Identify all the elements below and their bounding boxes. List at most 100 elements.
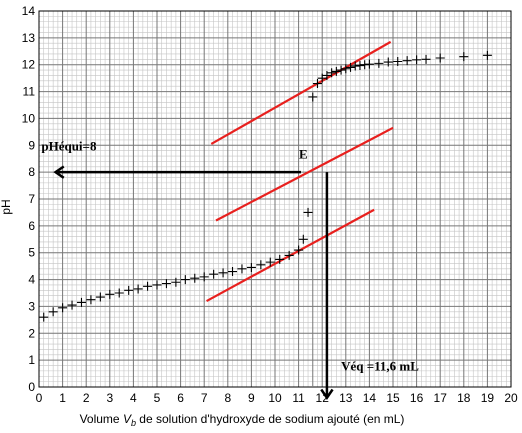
y-tick-label: 8 <box>28 165 35 179</box>
y-tick-label: 7 <box>28 192 35 206</box>
data-point <box>161 279 171 289</box>
y-tick-label: 6 <box>28 219 35 233</box>
data-point <box>312 79 322 89</box>
data-point <box>76 297 86 307</box>
x-tick-label: 11 <box>292 391 305 405</box>
x-tick-label: 13 <box>339 391 353 405</box>
x-axis-label-var: V <box>123 412 132 426</box>
x-tick-label: 17 <box>434 391 448 405</box>
data-point <box>209 269 219 279</box>
x-tick-label: 2 <box>83 391 90 405</box>
annotation-pheq: pHéqui=8 <box>41 138 97 153</box>
data-point <box>308 92 318 102</box>
data-point <box>58 303 68 313</box>
y-tick-label: 4 <box>28 273 35 287</box>
x-tick-label: 8 <box>224 391 231 405</box>
x-tick-label: 10 <box>268 391 282 405</box>
construction-arrows <box>53 165 334 400</box>
x-tick-label: 9 <box>248 391 255 405</box>
y-tick-label: 14 <box>22 4 36 18</box>
data-point <box>294 245 304 255</box>
data-point <box>39 312 49 322</box>
y-tick-label: 13 <box>22 31 36 45</box>
data-point <box>199 272 209 282</box>
x-tick-label: 4 <box>130 391 137 405</box>
data-point <box>317 73 327 83</box>
x-tick-label: 20 <box>504 391 518 405</box>
data-point <box>336 65 346 75</box>
data-point <box>190 273 200 283</box>
data-point <box>218 268 228 278</box>
y-tick-label: 2 <box>28 326 35 340</box>
x-tick-label: 1 <box>59 391 66 405</box>
data-point <box>48 307 58 317</box>
y-tick-label: 0 <box>28 380 35 394</box>
x-tick-label: 19 <box>481 391 495 405</box>
data-point <box>421 54 431 64</box>
data-point <box>346 62 356 72</box>
data-point <box>341 64 351 74</box>
y-tick-label: 9 <box>28 138 35 152</box>
data-point <box>67 300 77 310</box>
data-point <box>331 66 341 76</box>
tangent-line <box>210 40 392 145</box>
data-point <box>364 59 374 69</box>
data-point <box>412 55 422 65</box>
x-tick-label: 3 <box>106 391 113 405</box>
y-tick-label: 11 <box>23 85 36 99</box>
data-point <box>228 267 238 277</box>
x-tick-label: 15 <box>386 391 400 405</box>
x-axis-ticks: 0 1 2 3 4 5 6 7 8 9 10 11 12 13 14 15 16 17 18 19 20 <box>36 391 518 405</box>
x-tick-label: 7 <box>201 391 208 405</box>
x-axis-label-part-2: de solution d'hydroxyde de sodium ajouté… <box>136 412 404 426</box>
y-tick-label: 12 <box>22 58 36 72</box>
data-point <box>265 257 275 267</box>
data-point <box>246 262 256 272</box>
data-point <box>393 56 403 66</box>
data-point <box>105 289 115 299</box>
major-grid <box>38 10 512 388</box>
data-point <box>355 61 365 71</box>
data-point <box>237 264 247 274</box>
x-tick-label: 5 <box>154 391 161 405</box>
arrow-head <box>320 388 334 400</box>
arrow-head <box>53 165 65 179</box>
data-point <box>133 284 143 294</box>
x-tick-label: 0 <box>36 391 43 405</box>
data-point <box>482 50 492 60</box>
annotations: pHéqui=8 E Véq =11,6 mL <box>41 138 419 373</box>
y-tick-label: 5 <box>28 246 35 260</box>
tangent-line <box>215 126 394 222</box>
data-point <box>124 285 134 295</box>
x-axis-label-part-1: Volume <box>80 412 123 426</box>
data-point <box>284 250 294 260</box>
data-point <box>402 56 412 66</box>
data-point <box>152 280 162 290</box>
data-point <box>322 70 332 80</box>
x-tick-label: 16 <box>410 391 424 405</box>
x-axis-label-subscript: b <box>131 418 136 428</box>
plot-frame <box>38 10 512 388</box>
data-point <box>327 68 337 78</box>
data-point <box>180 275 190 285</box>
x-tick-label: 18 <box>457 391 471 405</box>
y-tick-label: 10 <box>22 111 36 125</box>
data-point <box>95 292 105 302</box>
data-point <box>374 58 384 68</box>
y-tick-label: 3 <box>28 299 35 313</box>
data-point <box>298 234 308 244</box>
data-point <box>303 207 313 217</box>
data-point <box>114 288 124 298</box>
data-point <box>256 260 266 270</box>
annotation-veq: Véq =11,6 mL <box>341 359 419 374</box>
x-tick-label: 14 <box>363 391 377 405</box>
data-point <box>459 52 469 62</box>
data-point <box>275 254 285 264</box>
x-tick-label: 6 <box>177 391 184 405</box>
y-axis-label: pH <box>0 199 13 214</box>
data-point <box>435 53 445 63</box>
y-tick-label: 1 <box>28 353 35 367</box>
